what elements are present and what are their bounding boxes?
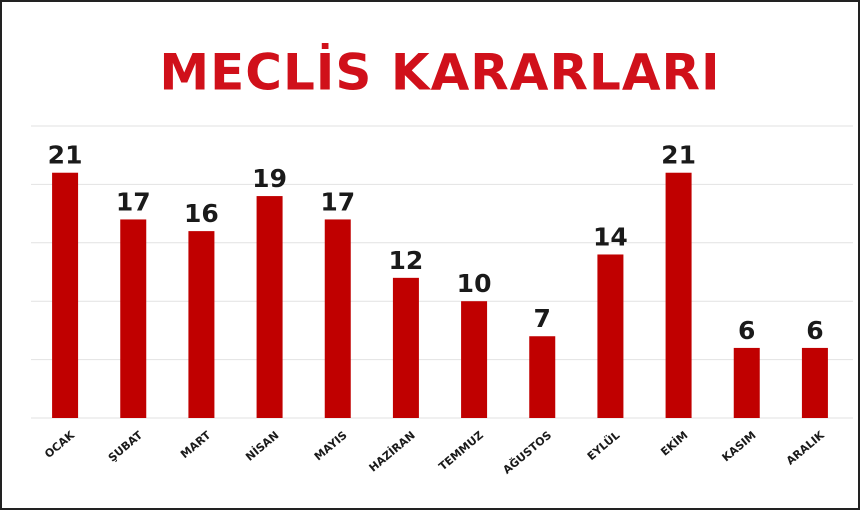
value-label: 6	[806, 316, 823, 345]
value-label: 12	[389, 246, 424, 275]
bar	[529, 336, 556, 418]
value-label: 17	[116, 187, 151, 216]
value-label: 21	[48, 141, 83, 170]
bar	[665, 172, 692, 418]
bar	[392, 277, 419, 418]
value-label: 17	[320, 187, 355, 216]
chart-title: MECLİS KARARLARI	[159, 44, 720, 102]
bar	[461, 301, 488, 418]
bar	[597, 254, 624, 418]
bar	[188, 231, 215, 418]
value-label: 14	[593, 222, 628, 251]
value-label: 19	[252, 164, 287, 193]
value-label: 21	[661, 141, 696, 170]
value-label: 10	[457, 269, 492, 298]
bar	[120, 219, 147, 418]
bar	[324, 219, 351, 418]
value-label: 7	[534, 304, 551, 333]
bar	[256, 196, 283, 418]
bar	[801, 347, 828, 418]
value-label: 16	[184, 199, 219, 228]
bar	[733, 347, 760, 418]
bar	[52, 172, 79, 418]
value-label: 6	[738, 316, 755, 345]
